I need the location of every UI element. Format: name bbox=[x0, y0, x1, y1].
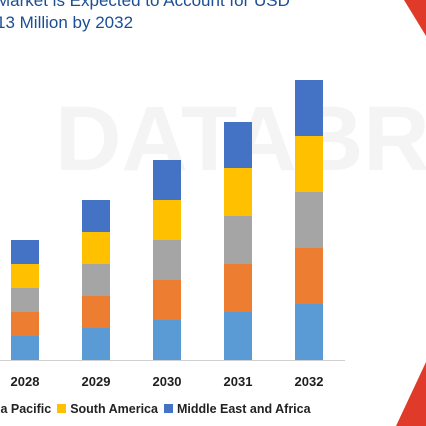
legend-item: Middle East and Africa bbox=[163, 402, 311, 416]
bar-segment-2031-series-5 bbox=[224, 122, 252, 168]
legend-label: ia Pacific bbox=[0, 402, 52, 416]
bar-segment-2029-series-1 bbox=[82, 328, 110, 360]
bar-segment-2032-series-1 bbox=[295, 304, 323, 360]
title-line-1: Market is Expected to Account for USD bbox=[0, 0, 290, 10]
bar-segment-2032-series-4 bbox=[295, 136, 323, 192]
x-tick-label-2029: 2029 bbox=[82, 374, 111, 389]
bar-segment-2028-series-1 bbox=[11, 336, 39, 360]
chart-legend: ia Pacific South America Middle East and A… bbox=[0, 402, 317, 416]
legend-label: Middle East and Africa bbox=[176, 402, 311, 416]
x-tick-label-2030: 2030 bbox=[153, 374, 182, 389]
bar-segment-2029-series-4 bbox=[82, 232, 110, 264]
chart-title: Market is Expected to Account for USD 13… bbox=[0, 0, 410, 34]
bar-segment-2031-series-2 bbox=[224, 264, 252, 312]
legend-swatch bbox=[163, 404, 173, 413]
bar-segment-2032-series-3 bbox=[295, 192, 323, 248]
bar-segment-2032-series-5 bbox=[295, 80, 323, 136]
bar-segment-2031-series-4 bbox=[224, 168, 252, 216]
bar-segment-2028-series-5 bbox=[11, 240, 39, 264]
legend-swatch bbox=[57, 404, 67, 413]
legend-item: ia Pacific bbox=[0, 402, 51, 416]
bar-segment-2029-series-2 bbox=[82, 296, 110, 328]
x-tick-label-2028: 2028 bbox=[11, 374, 40, 389]
legend-item: South America bbox=[57, 402, 158, 416]
bar-segment-2029-series-3 bbox=[82, 264, 110, 296]
bar-segment-2032-series-2 bbox=[295, 248, 323, 304]
x-tick-label-2032: 2032 bbox=[295, 374, 324, 389]
x-tick-label-2031: 2031 bbox=[224, 374, 253, 389]
bar-segment-2028-series-4 bbox=[11, 264, 39, 288]
legend-label: South America bbox=[70, 402, 158, 416]
bar-segment-2028-series-2 bbox=[11, 312, 39, 336]
bar-segment-2030-series-2 bbox=[153, 280, 181, 320]
bar-segment-2030-series-3 bbox=[153, 240, 181, 280]
bar-segment-2030-series-5 bbox=[153, 160, 181, 200]
bar-segment-2031-series-1 bbox=[224, 312, 252, 360]
bar-segment-2028-series-3 bbox=[11, 288, 39, 312]
bar-segment-2030-series-4 bbox=[153, 200, 181, 240]
bar-segment-2031-series-3 bbox=[224, 216, 252, 264]
bar-segment-2029-series-5 bbox=[82, 200, 110, 232]
title-line-2: 13 Million by 2032 bbox=[0, 13, 134, 32]
bar-segment-2030-series-1 bbox=[153, 320, 181, 360]
